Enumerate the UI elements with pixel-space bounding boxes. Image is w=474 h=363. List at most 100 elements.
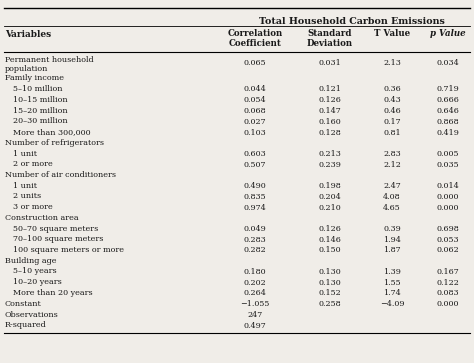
Text: 0.121: 0.121	[319, 85, 341, 93]
Text: R-squared: R-squared	[5, 321, 47, 329]
Text: 0.490: 0.490	[244, 182, 266, 190]
Text: Standard
Deviation: Standard Deviation	[307, 29, 353, 48]
Text: 0.062: 0.062	[437, 246, 459, 254]
Text: 1 unit: 1 unit	[13, 182, 37, 189]
Text: 4.65: 4.65	[383, 204, 401, 212]
Text: 0.46: 0.46	[383, 107, 401, 115]
Text: 0.152: 0.152	[319, 289, 341, 297]
Text: 0.146: 0.146	[319, 236, 341, 244]
Text: 0.035: 0.035	[437, 160, 459, 169]
Text: 15–20 million: 15–20 million	[13, 107, 68, 115]
Text: 70–100 square meters: 70–100 square meters	[13, 235, 103, 243]
Text: 0.034: 0.034	[437, 60, 459, 68]
Text: 5–10 million: 5–10 million	[13, 85, 63, 93]
Text: 0.603: 0.603	[244, 150, 266, 158]
Text: 0.974: 0.974	[244, 204, 266, 212]
Text: 0.103: 0.103	[244, 129, 266, 136]
Text: 0.282: 0.282	[244, 246, 266, 254]
Text: 0.835: 0.835	[244, 193, 266, 201]
Text: 4.08: 4.08	[383, 193, 401, 201]
Text: 0.258: 0.258	[319, 300, 341, 308]
Text: Construction area: Construction area	[5, 214, 79, 222]
Text: 0.283: 0.283	[244, 236, 266, 244]
Text: 0.39: 0.39	[383, 225, 401, 233]
Text: 1.55: 1.55	[383, 278, 401, 286]
Text: Family income: Family income	[5, 74, 64, 82]
Text: Constant: Constant	[5, 300, 42, 308]
Text: 50–70 square meters: 50–70 square meters	[13, 224, 98, 232]
Text: 20–30 million: 20–30 million	[13, 117, 68, 125]
Text: 0.147: 0.147	[319, 107, 341, 115]
Text: 0.43: 0.43	[383, 96, 401, 104]
Text: 0.068: 0.068	[244, 107, 266, 115]
Text: 0.150: 0.150	[319, 246, 341, 254]
Text: 0.36: 0.36	[383, 85, 401, 93]
Text: 0.202: 0.202	[244, 278, 266, 286]
Text: 10–15 million: 10–15 million	[13, 96, 68, 104]
Text: 0.213: 0.213	[319, 150, 341, 158]
Text: Building age: Building age	[5, 257, 56, 265]
Text: 2 units: 2 units	[13, 192, 41, 200]
Text: 0.065: 0.065	[244, 60, 266, 68]
Text: Total Household Carbon Emissions: Total Household Carbon Emissions	[258, 17, 445, 26]
Text: 0.204: 0.204	[319, 193, 341, 201]
Text: 0.698: 0.698	[437, 225, 459, 233]
Text: 0.005: 0.005	[437, 150, 459, 158]
Text: 0.031: 0.031	[319, 60, 341, 68]
Text: 0.167: 0.167	[437, 268, 459, 276]
Text: 1.94: 1.94	[383, 236, 401, 244]
Text: 0.000: 0.000	[437, 300, 459, 308]
Text: More than 300,000: More than 300,000	[13, 128, 91, 136]
Text: 2.12: 2.12	[383, 160, 401, 169]
Text: 0.497: 0.497	[244, 322, 266, 330]
Text: Number of refrigerators: Number of refrigerators	[5, 139, 104, 147]
Text: 0.180: 0.180	[244, 268, 266, 276]
Text: 2.13: 2.13	[383, 60, 401, 68]
Text: 2 or more: 2 or more	[13, 160, 53, 168]
Text: 3 or more: 3 or more	[13, 203, 53, 211]
Text: 0.027: 0.027	[244, 118, 266, 126]
Text: 0.81: 0.81	[383, 129, 401, 136]
Text: 100 square meters or more: 100 square meters or more	[13, 246, 124, 254]
Text: 0.264: 0.264	[244, 289, 266, 297]
Text: 0.083: 0.083	[437, 289, 459, 297]
Text: −4.09: −4.09	[380, 300, 404, 308]
Text: 247: 247	[247, 311, 263, 319]
Text: 0.126: 0.126	[319, 96, 341, 104]
Text: 0.049: 0.049	[244, 225, 266, 233]
Text: p Value: p Value	[430, 29, 466, 38]
Text: 2.83: 2.83	[383, 150, 401, 158]
Text: 1.87: 1.87	[383, 246, 401, 254]
Text: 0.868: 0.868	[437, 118, 459, 126]
Text: More than 20 years: More than 20 years	[13, 289, 92, 297]
Text: 0.126: 0.126	[319, 225, 341, 233]
Text: Variables: Variables	[5, 30, 51, 39]
Text: 0.646: 0.646	[437, 107, 459, 115]
Text: 1 unit: 1 unit	[13, 150, 37, 158]
Text: 0.130: 0.130	[319, 278, 341, 286]
Text: 0.044: 0.044	[244, 85, 266, 93]
Text: Observations: Observations	[5, 311, 59, 319]
Text: population: population	[5, 65, 48, 73]
Text: 0.122: 0.122	[437, 278, 459, 286]
Text: Correlation
Coefficient: Correlation Coefficient	[228, 29, 283, 48]
Text: Number of air conditioners: Number of air conditioners	[5, 171, 116, 179]
Text: 0.666: 0.666	[437, 96, 459, 104]
Text: 0.000: 0.000	[437, 204, 459, 212]
Text: 0.128: 0.128	[319, 129, 341, 136]
Text: 0.239: 0.239	[319, 160, 341, 169]
Text: 0.198: 0.198	[319, 182, 341, 190]
Text: 0.014: 0.014	[437, 182, 459, 190]
Text: 0.17: 0.17	[383, 118, 401, 126]
Text: 10–20 years: 10–20 years	[13, 278, 62, 286]
Text: 0.507: 0.507	[244, 160, 266, 169]
Text: 2.47: 2.47	[383, 182, 401, 190]
Text: −1.055: −1.055	[240, 300, 270, 308]
Text: 5–10 years: 5–10 years	[13, 268, 56, 276]
Text: Permanent household: Permanent household	[5, 56, 94, 64]
Text: T Value: T Value	[374, 29, 410, 38]
Text: 1.74: 1.74	[383, 289, 401, 297]
Text: 0.053: 0.053	[437, 236, 459, 244]
Text: 0.054: 0.054	[244, 96, 266, 104]
Text: 1.39: 1.39	[383, 268, 401, 276]
